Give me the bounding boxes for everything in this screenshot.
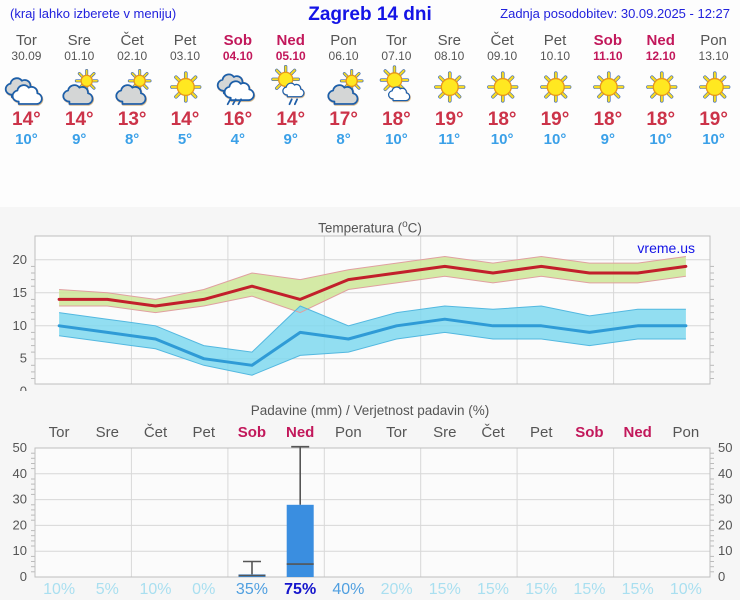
svg-text:40: 40 <box>718 466 732 481</box>
svg-text:10: 10 <box>718 543 732 558</box>
svg-text:30: 30 <box>13 492 27 507</box>
svg-text:20: 20 <box>718 517 732 532</box>
svg-text:50: 50 <box>13 440 27 455</box>
svg-text:5: 5 <box>20 351 27 366</box>
svg-text:40: 40 <box>13 466 27 481</box>
svg-text:10: 10 <box>13 543 27 558</box>
svg-text:0: 0 <box>718 569 725 584</box>
svg-text:20: 20 <box>13 252 27 267</box>
svg-text:50: 50 <box>718 440 732 455</box>
svg-text:0: 0 <box>20 384 27 391</box>
svg-text:10: 10 <box>13 318 27 333</box>
svg-text:0: 0 <box>20 569 27 584</box>
svg-text:vreme.us: vreme.us <box>637 240 695 256</box>
svg-text:15: 15 <box>13 285 27 300</box>
svg-text:20: 20 <box>13 517 27 532</box>
svg-text:30: 30 <box>718 492 732 507</box>
